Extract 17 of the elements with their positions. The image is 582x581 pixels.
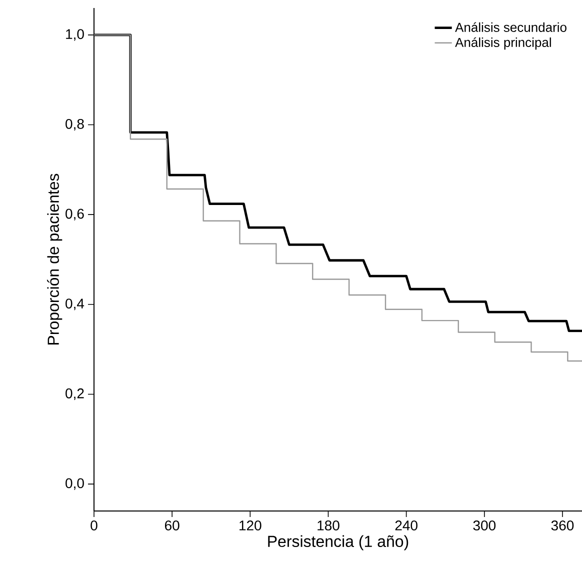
y-tick-label: 0,0 (66, 478, 84, 490)
y-tick-label: 0,2 (66, 388, 84, 400)
y-axis-title: Proporción de pacientes (47, 174, 62, 344)
x-tick-label: 360 (551, 520, 574, 530)
y-tick-label: 0,4 (66, 298, 84, 310)
x-tick-label: 180 (318, 520, 340, 530)
y-tick-label: 0,8 (66, 118, 84, 131)
x-tick-label: 240 (395, 520, 418, 530)
legend-label: Análisis secundario (455, 22, 566, 32)
x-tick-label: 60 (165, 520, 180, 530)
x-tick-label: 300 (473, 520, 496, 530)
y-tick-label: 0,6 (66, 208, 84, 220)
x-tick-label: 0 (90, 520, 98, 530)
x-tick-label: 120 (240, 520, 262, 530)
y-tick-label: 1,0 (66, 29, 84, 41)
x-axis-title: Persistencia (1 año) (268, 535, 408, 550)
legend-label: Análisis principal (455, 37, 551, 50)
